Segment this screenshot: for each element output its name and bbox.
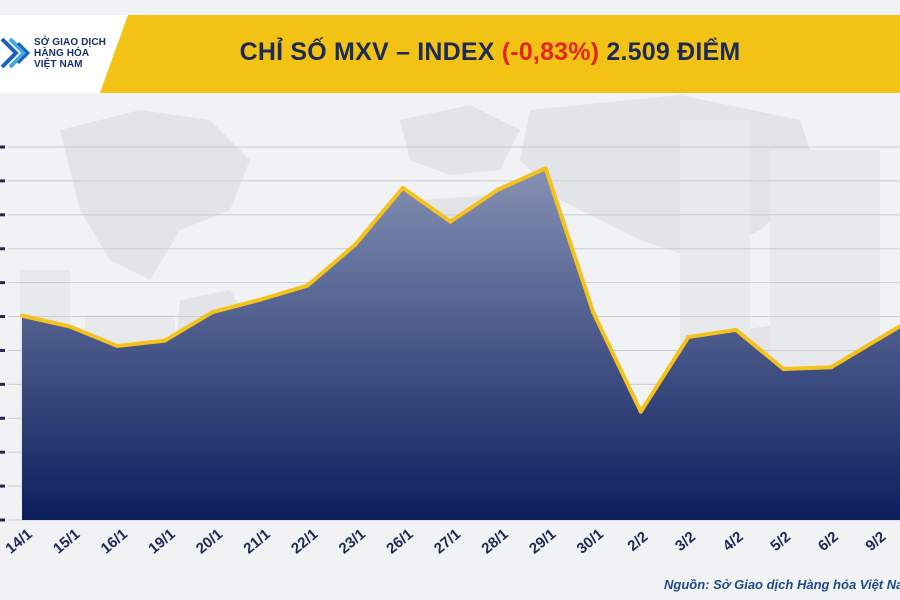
title-prefix: CHỈ SỐ MXV – INDEX — [239, 38, 502, 66]
data-point — [543, 166, 548, 171]
y-tick-mark — [0, 247, 5, 251]
y-tick-mark — [0, 145, 5, 149]
index-area — [22, 168, 900, 521]
y-tick-mark — [0, 416, 5, 420]
x-tick-label: 14/1 — [2, 526, 35, 558]
chart-title: CHỈ SỐ MXV – INDEX (-0,83%) 2.509 ĐIỂM — [130, 38, 850, 67]
y-tick-mark — [0, 450, 5, 454]
data-point — [591, 310, 596, 315]
x-tick-label: 21/1 — [240, 526, 273, 558]
title-suffix: 2.509 ĐIỂM — [599, 38, 741, 66]
x-tick-label: 29/1 — [526, 526, 559, 558]
data-point — [448, 219, 453, 224]
x-tick-label: 15/1 — [50, 526, 83, 558]
data-point — [67, 324, 72, 329]
x-tick-label: 4/2 — [720, 528, 747, 554]
x-tick-label: 19/1 — [145, 526, 178, 558]
y-tick-mark — [0, 382, 5, 386]
exchange-logo-text: SỞ GIAO DỊCH HÀNG HÓA VIỆT NAM — [34, 37, 114, 70]
logo-line-1: SỞ GIAO DỊCH — [34, 37, 106, 48]
x-tick-label: 9/2 — [862, 528, 889, 554]
index-line — [21, 166, 900, 414]
data-point — [400, 185, 405, 190]
x-tick-label: 28/1 — [478, 526, 511, 558]
y-tick-mark — [0, 213, 5, 217]
title-change-percent: (-0,83%) — [501, 38, 600, 66]
data-point — [305, 283, 310, 288]
y-tick-mark — [0, 315, 5, 319]
x-tick-label: 23/1 — [336, 526, 369, 558]
x-tick-label: 6/2 — [815, 528, 842, 554]
header-banner — [0, 15, 900, 93]
data-point — [20, 313, 24, 318]
data-point — [258, 297, 262, 302]
source-note: Nguồn: Sở Giao dịch Hàng hóa Việt Nam — [664, 577, 900, 592]
data-point — [829, 365, 834, 370]
exchange-logo-icon — [0, 37, 31, 69]
y-tick-mark — [0, 348, 5, 352]
data-point — [781, 367, 786, 372]
data-point — [353, 242, 358, 247]
x-tick-label: 30/1 — [574, 526, 607, 558]
data-point — [876, 336, 881, 341]
data-point — [162, 338, 167, 343]
data-point — [638, 409, 643, 414]
data-point — [734, 327, 738, 332]
data-point — [210, 310, 215, 315]
logo-line-2: HÀNG HÓA — [34, 48, 90, 59]
x-tick-label: 26/1 — [383, 526, 416, 558]
y-tick-mark — [0, 281, 5, 285]
y-tick-mark — [0, 179, 5, 183]
x-tick-label: 5/2 — [767, 528, 794, 554]
x-tick-label: 20/1 — [193, 526, 226, 558]
y-tick-mark — [0, 518, 5, 522]
data-point — [115, 343, 120, 348]
logo-line-3: VIỆT NAM — [34, 59, 83, 70]
x-tick-label: 22/1 — [288, 526, 321, 558]
data-point — [496, 187, 500, 192]
y-tick-mark — [0, 484, 5, 488]
x-tick-label: 3/2 — [672, 528, 699, 554]
x-tick-label: 27/1 — [431, 526, 464, 558]
x-tick-label: 16/1 — [98, 526, 131, 558]
data-point — [686, 335, 691, 340]
x-tick-label: 2/2 — [624, 528, 651, 554]
